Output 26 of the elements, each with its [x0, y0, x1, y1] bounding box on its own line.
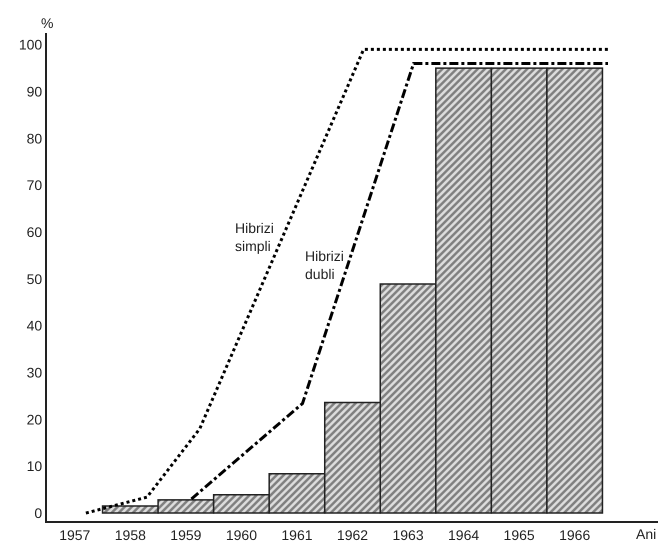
y-tick-label: 80 — [26, 130, 42, 146]
x-tick-label: 1958 — [114, 526, 146, 543]
x-tick-label: 1960 — [226, 526, 258, 543]
x-tick-label: 1961 — [281, 526, 313, 543]
y-axis-title: % — [41, 15, 54, 31]
line-series — [84, 48, 610, 515]
x-tick-label: 1965 — [504, 526, 535, 543]
x-tick-label: 1962 — [336, 526, 368, 543]
y-tick-label: 10 — [26, 458, 42, 474]
x-tick-label: 1964 — [448, 526, 480, 543]
y-tick-label: 100 — [18, 36, 42, 53]
x-tick-label: 1959 — [170, 526, 202, 543]
y-tick-label: 90 — [26, 83, 42, 100]
y-tick-label: 40 — [26, 318, 42, 334]
series-label: Hibrizi dubli — [305, 248, 344, 282]
series-label: Hibrizi simpli — [235, 220, 274, 254]
x-axis-title: Ani — [636, 526, 656, 542]
y-tick-label: 0 — [34, 504, 42, 521]
y-tick-label: 60 — [26, 224, 42, 240]
y-tick-label: 20 — [26, 411, 42, 428]
x-tick-label: 1957 — [59, 526, 91, 543]
y-tick-label: 30 — [26, 364, 42, 380]
y-tick-label: 70 — [26, 177, 42, 194]
y-tick-label: 50 — [26, 270, 42, 287]
x-tick-label: 1963 — [392, 526, 424, 543]
x-tick-label: 1966 — [559, 526, 590, 543]
